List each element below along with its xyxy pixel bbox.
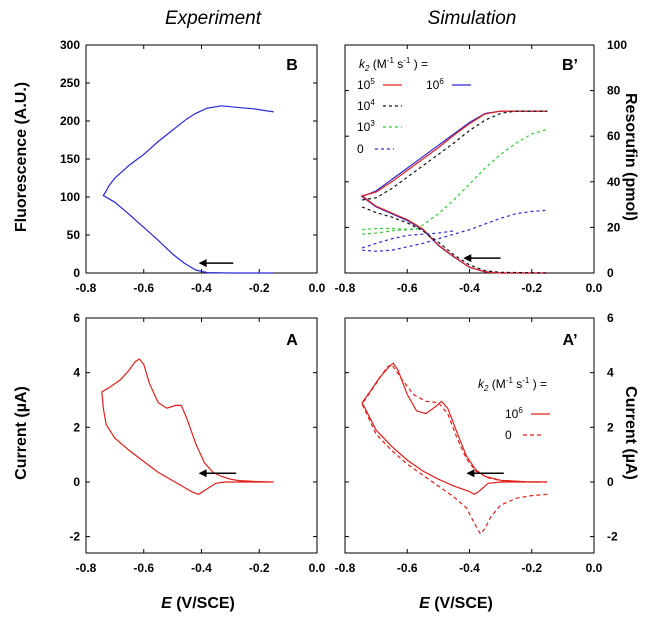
scan-direction-arrow-head [198, 469, 207, 478]
legend-entry-label: 104 [357, 98, 375, 113]
x-tick-label: -0.6 [397, 281, 418, 295]
y-tick-label: 100 [607, 38, 627, 52]
y-tick-label: -2 [69, 530, 80, 544]
x-tick-label: -0.8 [335, 561, 356, 575]
series-line [362, 128, 548, 235]
panel-B: -0.8 -0.6 -0.4 -0.2 0.0 0 50 100 150 200 250 300 B [60, 38, 326, 295]
legend-title: k2 (M-1 s-1 ) = [359, 56, 428, 73]
series-line [361, 230, 454, 249]
x-tick-label: -0.6 [133, 281, 154, 295]
scan-direction-arrow-head [466, 469, 475, 478]
x-axis-label-right: E (V/SCE) [356, 595, 556, 613]
scan-direction-arrow-head [463, 254, 472, 263]
y-tick-label: 40 [607, 175, 621, 189]
plot-frame [344, 317, 595, 554]
y-tick-label: 80 [607, 84, 621, 98]
x-tick-label: -0.2 [521, 281, 542, 295]
y-tick-label: 4 [607, 366, 614, 380]
x-tick-label: -0.6 [397, 561, 418, 575]
panel-label: A [286, 332, 298, 349]
legend-entry-label: 0 [357, 142, 364, 156]
legend-entry-label: 103 [357, 119, 375, 134]
legend-title: k2 (M-1 s-1 ) = [478, 376, 547, 393]
header-experiment: Experiment [164, 8, 262, 29]
y-tick-label: 150 [60, 152, 80, 166]
series-line [360, 110, 548, 274]
x-tick-label: 0.0 [309, 281, 326, 295]
x-tick-label: -0.4 [459, 281, 480, 295]
x-tick-label: 0.0 [309, 561, 326, 575]
x-axis-unit: (V/SCE) [429, 595, 493, 612]
x-tick-label: -0.8 [76, 281, 97, 295]
x-tick-label: -0.4 [191, 281, 212, 295]
x-axis-var: E [161, 595, 172, 612]
panel-Bp: -0.8 -0.6 -0.4 -0.2 0.0 0 20 40 60 80 100 B’ k2 (M-1… [335, 38, 628, 295]
series-line [102, 105, 274, 274]
y-tick-label: 2 [73, 420, 80, 434]
y-tick-label: 50 [67, 228, 81, 242]
y-tick-label: 6 [607, 311, 614, 325]
header-simulation: Simulation [427, 8, 517, 29]
y-tick-label: 0 [607, 266, 614, 280]
panel-A: -0.8 -0.6 -0.4 -0.2 0.0 -2 0 2 4 6 A [69, 311, 325, 575]
x-tick-label: -0.8 [335, 281, 356, 295]
legend-entry-label: 0 [505, 428, 512, 442]
x-tick-label: -0.2 [521, 561, 542, 575]
panel-label: B [286, 57, 298, 74]
legend: k2 (M-1 s-1 ) = 106 0 [478, 376, 550, 442]
x-tick-label: -0.4 [459, 561, 480, 575]
x-tick-label: -0.2 [249, 281, 270, 295]
legend: k2 (M-1 s-1 ) = 105 106 104 103 0 [357, 56, 471, 156]
plot-frame [344, 44, 595, 274]
x-axis-var: E [419, 595, 430, 612]
x-tick-label: -0.4 [191, 561, 212, 575]
y-tick-label: -2 [607, 530, 618, 544]
series-line [362, 209, 548, 252]
x-tick-label: 0.0 [586, 561, 603, 575]
x-tick-label: -0.8 [76, 561, 97, 575]
series-line [362, 227, 417, 231]
series-line [360, 110, 548, 274]
y-tick-label: 0 [73, 475, 80, 489]
plot-frame [85, 44, 318, 274]
legend-entry-label: 106 [505, 406, 523, 421]
panel-label: A’ [562, 332, 577, 349]
y-tick-label: 2 [607, 420, 614, 434]
y-tick-label: 100 [60, 190, 80, 204]
series-line [362, 110, 548, 201]
y-tick-label: 250 [60, 76, 80, 90]
series-line [361, 206, 548, 274]
series-line [361, 362, 548, 496]
series-line [101, 358, 274, 495]
x-tick-label: 0.0 [586, 281, 603, 295]
y-tick-label: 6 [73, 311, 80, 325]
y-tick-label: 0 [607, 475, 614, 489]
x-axis-label-left: E (V/SCE) [98, 595, 298, 613]
y-tick-label: 0 [73, 266, 80, 280]
panel-Ap: -0.8 -0.6 -0.4 -0.2 0.0 -2 0 2 4 6 A’ k2 (M-1 s-1 )… [335, 311, 618, 575]
scan-direction-arrow-head [198, 259, 207, 268]
legend-entry-label: 106 [426, 77, 444, 92]
x-tick-label: -0.6 [133, 561, 154, 575]
y-tick-label: 60 [607, 129, 621, 143]
panel-label: B’ [562, 57, 578, 74]
x-tick-label: -0.2 [249, 561, 270, 575]
y-tick-label: 20 [607, 220, 621, 234]
plot-frame [85, 317, 318, 554]
y-tick-label: 300 [60, 38, 80, 52]
x-axis-unit: (V/SCE) [171, 595, 235, 612]
y-tick-label: 4 [73, 366, 80, 380]
legend-entry-label: 105 [357, 77, 375, 92]
y-tick-label: 200 [60, 114, 80, 128]
